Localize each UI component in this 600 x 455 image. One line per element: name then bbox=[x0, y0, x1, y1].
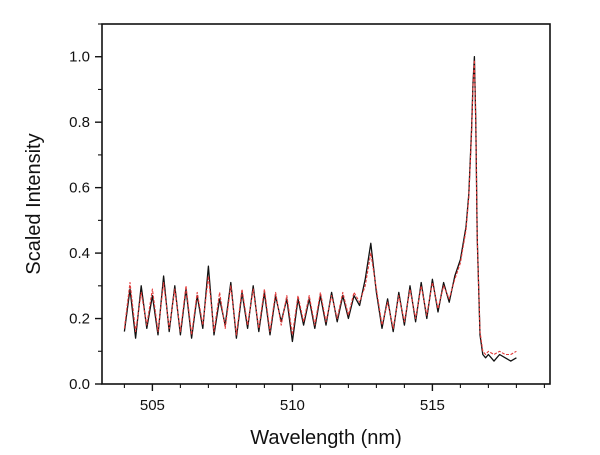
y-tick-label: 0.4 bbox=[69, 245, 90, 262]
x-tick-labels: 505 510 515 bbox=[140, 397, 445, 414]
y-tick-label: 1.0 bbox=[69, 49, 90, 66]
x-tick-label: 510 bbox=[280, 397, 305, 414]
axis-ticks bbox=[95, 23, 545, 391]
x-tick-label: 505 bbox=[140, 397, 165, 414]
y-axis-title: Scaled Intensity bbox=[23, 133, 45, 274]
series-line-measured bbox=[123, 56, 517, 362]
y-tick-label: 0.8 bbox=[69, 114, 90, 131]
y-tick-label: 0.6 bbox=[69, 180, 90, 197]
y-tick-labels: 0.0 0.2 0.4 0.6 0.8 1.0 bbox=[69, 49, 90, 393]
x-axis-title: Wavelength (nm) bbox=[250, 427, 402, 449]
series-line-simulated bbox=[123, 59, 517, 356]
plot-frame bbox=[101, 23, 551, 385]
x-tick-label: 515 bbox=[420, 397, 445, 414]
y-tick-label: 0.0 bbox=[69, 376, 90, 393]
y-tick-label: 0.2 bbox=[69, 311, 90, 328]
series-layer bbox=[123, 56, 517, 362]
